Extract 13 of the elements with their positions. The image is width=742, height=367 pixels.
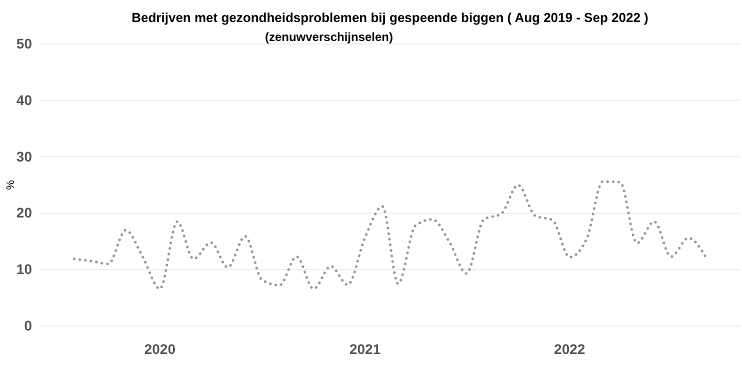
chart-subtitle: (zenuwverschijnselen) bbox=[264, 30, 394, 44]
y-axis-title: % bbox=[5, 180, 17, 190]
y-tick-label: 20 bbox=[16, 204, 32, 221]
y-tick-label: 30 bbox=[16, 148, 32, 164]
y-tick-label: 50 bbox=[16, 35, 32, 52]
y-tick-label: 0 bbox=[24, 317, 32, 334]
y-tick-label: 40 bbox=[16, 92, 32, 108]
line-series bbox=[72, 180, 708, 290]
y-tick-label: 10 bbox=[16, 261, 32, 278]
x-tick-label: 2020 bbox=[144, 340, 176, 357]
x-tick-label: 2021 bbox=[349, 340, 381, 357]
chart-title: Bedrijven met gezondheidsproblemen bij gespeende biggen ( Aug 2019 - Sep 2022 ) bbox=[132, 10, 648, 25]
x-tick-label: 2022 bbox=[554, 340, 586, 357]
